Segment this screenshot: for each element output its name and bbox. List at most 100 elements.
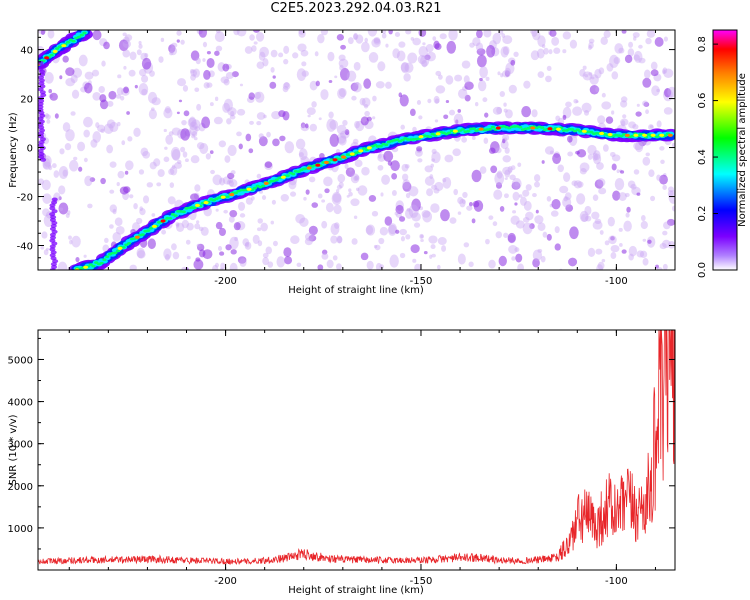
noise-speck	[514, 247, 520, 253]
noise-speck	[296, 262, 302, 267]
noise-speck	[461, 199, 466, 205]
noise-speck	[517, 263, 524, 270]
ridge-hotspot	[642, 133, 648, 137]
noise-speck	[485, 76, 490, 81]
noise-speck	[471, 218, 476, 224]
noise-speck	[593, 153, 602, 165]
noise-speck	[419, 233, 424, 239]
noise-speck	[147, 238, 156, 250]
noise-speck	[664, 88, 672, 98]
noise-speck	[642, 100, 649, 107]
noise-speck	[190, 73, 196, 81]
noise-speck	[194, 184, 201, 192]
noise-speck	[503, 102, 507, 107]
noise-speck	[336, 184, 342, 190]
noise-speck	[122, 39, 131, 49]
noise-speck	[191, 131, 198, 138]
noise-speck	[212, 264, 219, 270]
noise-speck	[301, 70, 309, 77]
noise-speck	[619, 118, 629, 126]
noise-speck	[454, 74, 463, 82]
noise-speck	[671, 205, 675, 212]
noise-speck	[485, 238, 490, 245]
ridge-blob	[55, 47, 60, 50]
noise-speck	[380, 192, 384, 197]
noise-speck	[442, 176, 452, 189]
noise-speck	[190, 69, 198, 77]
noise-speck	[337, 235, 343, 244]
noise-speck	[499, 91, 506, 97]
noise-speck	[107, 100, 114, 107]
noise-speck	[385, 43, 389, 48]
noise-speck	[118, 39, 129, 52]
noise-speck	[228, 177, 234, 184]
noise-speck	[596, 162, 604, 170]
noise-speck	[567, 135, 573, 143]
noise-speck	[101, 60, 106, 67]
noise-speck	[181, 119, 187, 126]
snr-line	[38, 330, 675, 565]
noise-speck	[636, 250, 645, 258]
noise-speck	[424, 54, 431, 61]
noise-speck	[546, 196, 552, 202]
noise-speck	[640, 220, 648, 230]
noise-speck	[168, 44, 176, 53]
noise-speck	[414, 263, 422, 270]
noise-speck	[594, 218, 602, 225]
noise-speck	[125, 160, 134, 171]
noise-speck	[137, 250, 146, 259]
noise-speck	[279, 135, 286, 142]
noise-speck	[109, 224, 114, 229]
noise-speck	[65, 213, 70, 218]
noise-speck	[176, 111, 180, 115]
noise-speck	[403, 73, 411, 82]
noise-speck	[332, 193, 342, 203]
noise-speck	[667, 86, 675, 98]
noise-speck	[620, 96, 628, 103]
noise-speck	[562, 196, 572, 208]
noise-speck	[599, 230, 604, 235]
noise-speck	[443, 114, 449, 120]
noise-speck	[611, 154, 621, 162]
noise-speck	[534, 215, 544, 224]
ridge-blob	[113, 251, 118, 255]
noise-speck	[200, 226, 209, 236]
noise-speck	[249, 120, 254, 125]
noise-speck	[245, 242, 250, 248]
noise-speck	[182, 151, 188, 158]
ridge-hotspot	[478, 127, 484, 131]
noise-speck	[645, 152, 651, 157]
noise-speck	[554, 226, 560, 234]
noise-speck	[431, 151, 441, 164]
noise-speck	[624, 54, 633, 64]
noise-speck	[151, 213, 156, 217]
noise-speck	[176, 39, 180, 43]
noise-speck	[223, 209, 228, 214]
noise-speck	[424, 165, 434, 173]
noise-speck	[156, 182, 162, 187]
noise-speck	[330, 235, 338, 244]
noise-speck	[368, 52, 379, 63]
noise-speck	[133, 127, 141, 137]
noise-speck	[375, 81, 385, 89]
noise-speck	[195, 57, 201, 65]
noise-speck	[663, 36, 668, 42]
noise-speck	[462, 191, 468, 198]
noise-speck	[344, 129, 350, 136]
noise-speck	[385, 81, 392, 89]
noise-speck	[553, 47, 561, 54]
noise-speck	[263, 114, 267, 119]
noise-speck	[435, 70, 442, 76]
noise-speck	[203, 69, 211, 80]
noise-speck	[126, 111, 130, 115]
noise-speck	[502, 46, 510, 55]
noise-speck	[45, 247, 49, 251]
ridge-blob	[285, 174, 290, 177]
noise-speck	[149, 70, 155, 77]
noise-speck	[150, 107, 155, 111]
noise-speck	[391, 173, 398, 180]
noise-speck	[353, 32, 359, 41]
noise-speck	[398, 41, 406, 48]
noise-speck	[210, 169, 215, 175]
noise-speck	[518, 194, 523, 198]
